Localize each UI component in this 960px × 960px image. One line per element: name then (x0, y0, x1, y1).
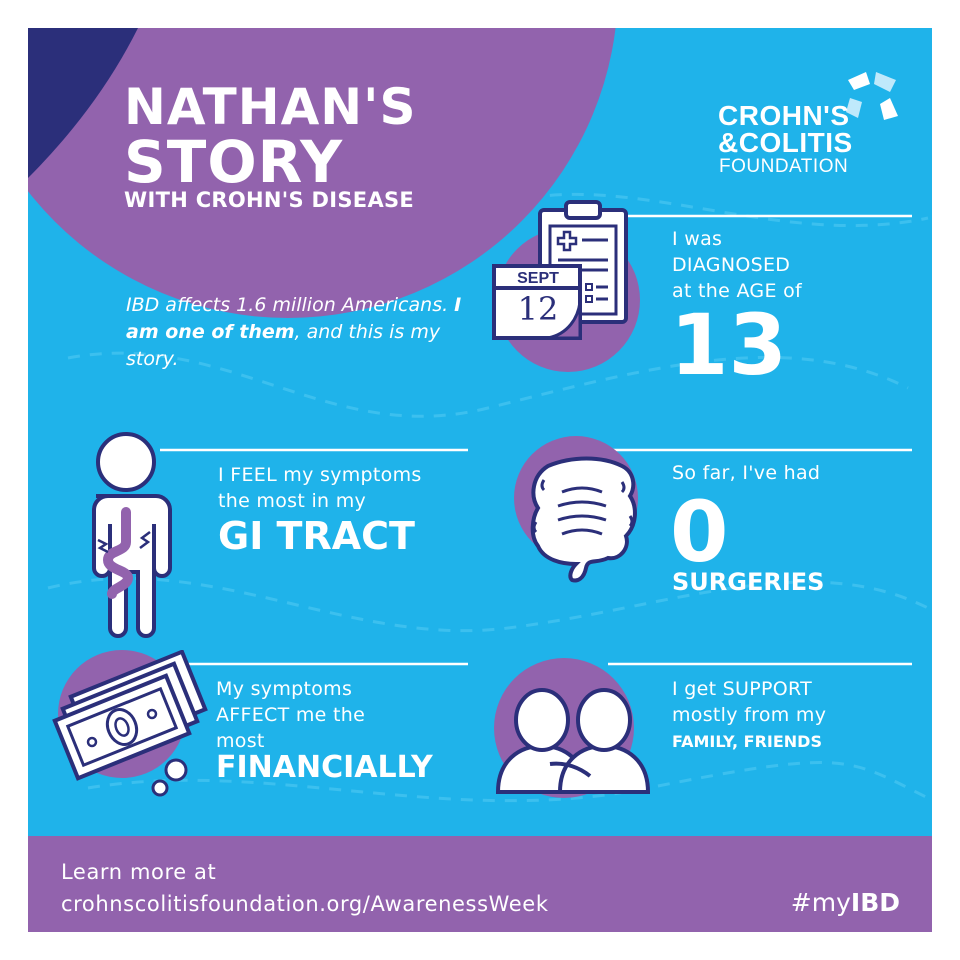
foundation-logo-icon (846, 72, 898, 120)
intro-part2: , and this is my story. (126, 321, 441, 370)
financial-line2: AFFECT me the (216, 704, 366, 726)
money-icon (52, 650, 208, 797)
intro-text: IBD affects 1.6 million Americans. I am … (126, 292, 476, 373)
symptoms-location-value: GI TRACT (218, 514, 415, 558)
footer-url-link[interactable]: crohnscolitisfoundation.org/AwarenessWee… (61, 892, 549, 916)
people-icon (495, 688, 651, 794)
intestine-icon (530, 456, 637, 583)
financial-line1: My symptoms (216, 678, 353, 700)
financial-impact-value: FINANCIALLY (216, 750, 433, 785)
diagnosed-line3: at the AGE of (672, 280, 802, 302)
symptoms-line1: I FEEL my symptoms (218, 464, 422, 486)
corner-shape (28, 28, 138, 178)
header-circle (28, 28, 616, 318)
diagnosed-line1: I was (672, 228, 723, 250)
surgeries-line1: So far, I've had (672, 462, 821, 484)
financial-line3: most (216, 730, 265, 752)
decor-line (87, 761, 929, 803)
calendar-month: SEPT (517, 270, 559, 287)
calendar-day: 12 (517, 290, 559, 328)
support-line2: mostly from my (672, 704, 827, 726)
infographic-card: NATHAN'S STORY WITH CROHN'S DISEASE IBD … (28, 28, 932, 932)
story-subtitle: WITH CROHN'S DISEASE (124, 188, 415, 212)
surgeries-line2: SURGERIES (672, 568, 825, 596)
footer-bar: Learn more at crohnscolitisfoundation.or… (28, 836, 932, 932)
hashtag-prefix: #my (790, 888, 851, 917)
logo-text-line1: CROHN'S (718, 100, 850, 131)
surgeries-count-value: 0 (670, 483, 729, 581)
decor-line (47, 576, 929, 633)
diagnosed-age-value: 13 (670, 296, 787, 394)
body-icon (92, 432, 172, 638)
clipboard-calendar-icon (492, 200, 628, 340)
support-line1: I get SUPPORT (672, 678, 813, 700)
footer-hashtag: #myIBD (791, 888, 900, 917)
intro-part1: IBD affects 1.6 million Americans. (126, 294, 455, 316)
decor-line (527, 192, 929, 228)
story-title-line2: STORY (124, 128, 344, 196)
story-title-line1: NATHAN'S (124, 78, 417, 136)
support-source-value: FAMILY, FRIENDS (672, 732, 822, 751)
symptoms-line2: the most in my (218, 490, 367, 512)
footer-learn-more: Learn more at (61, 860, 217, 884)
hashtag-bold: IBD (850, 888, 900, 917)
logo-text-line2: &COLITIS (718, 127, 853, 158)
logo-text-line3: FOUNDATION (719, 156, 849, 177)
intro-emphasis: I am one of them (126, 294, 462, 343)
decor-line (67, 351, 909, 418)
diagnosed-line2: DIAGNOSED (672, 254, 791, 276)
